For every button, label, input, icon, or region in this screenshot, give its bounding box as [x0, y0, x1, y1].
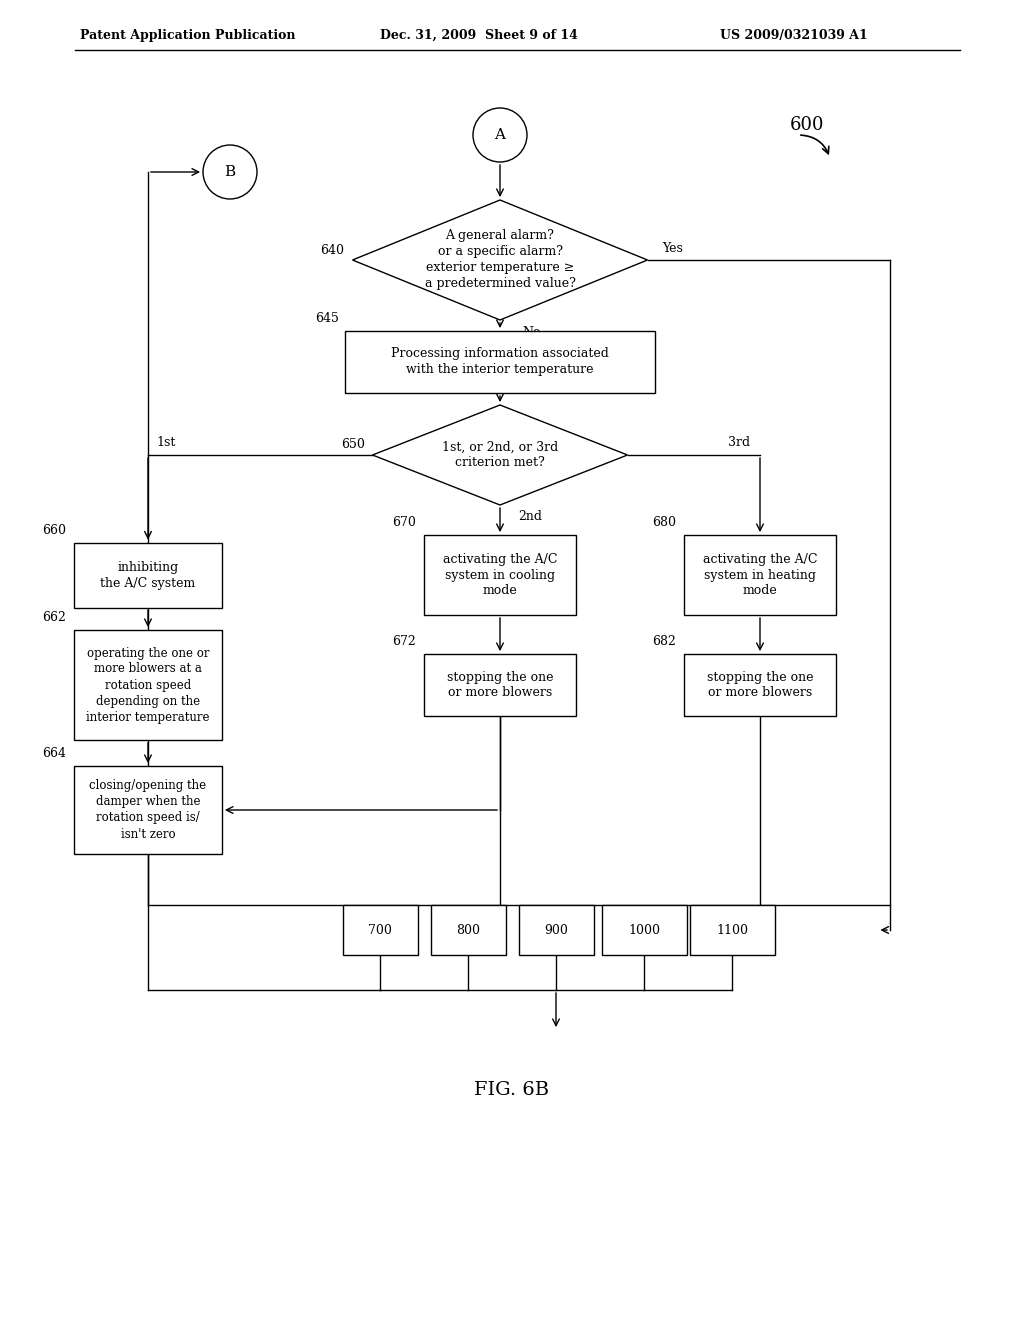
Bar — [74, 630, 222, 741]
Circle shape — [203, 145, 257, 199]
Text: 650: 650 — [341, 438, 365, 451]
Text: 672: 672 — [392, 635, 416, 648]
Bar — [430, 906, 506, 954]
Bar — [424, 653, 575, 715]
Text: Dec. 31, 2009  Sheet 9 of 14: Dec. 31, 2009 Sheet 9 of 14 — [380, 29, 578, 41]
Text: Processing information associated
with the interior temperature: Processing information associated with t… — [391, 347, 609, 376]
Text: operating the one or
more blowers at a
rotation speed
depending on the
interior : operating the one or more blowers at a r… — [86, 647, 210, 723]
Text: 1st, or 2nd, or 3rd
criterion met?: 1st, or 2nd, or 3rd criterion met? — [442, 441, 558, 470]
Text: US 2009/0321039 A1: US 2009/0321039 A1 — [720, 29, 867, 41]
Text: 3rd: 3rd — [728, 437, 750, 450]
Text: 640: 640 — [321, 243, 344, 256]
Text: FIG. 6B: FIG. 6B — [474, 1081, 550, 1100]
Bar — [74, 543, 222, 607]
Polygon shape — [373, 405, 628, 506]
Text: B: B — [224, 165, 236, 180]
Text: 800: 800 — [456, 924, 480, 936]
Bar — [684, 653, 836, 715]
Bar — [689, 906, 774, 954]
Polygon shape — [352, 201, 647, 319]
Text: 2nd: 2nd — [518, 511, 542, 524]
Text: stopping the one
or more blowers: stopping the one or more blowers — [707, 671, 813, 700]
Bar — [601, 906, 686, 954]
Text: 600: 600 — [790, 116, 824, 135]
Text: 645: 645 — [315, 312, 339, 325]
Text: 682: 682 — [652, 635, 676, 648]
Text: Patent Application Publication: Patent Application Publication — [80, 29, 296, 41]
Text: 1100: 1100 — [716, 924, 748, 936]
Text: 680: 680 — [652, 516, 676, 529]
Bar — [518, 906, 594, 954]
Text: closing/opening the
damper when the
rotation speed is/
isn't zero: closing/opening the damper when the rota… — [89, 780, 207, 841]
Bar — [74, 766, 222, 854]
Text: activating the A/C
system in heating
mode: activating the A/C system in heating mod… — [702, 553, 817, 598]
Text: 700: 700 — [368, 924, 392, 936]
Bar — [684, 535, 836, 615]
Text: inhibiting
the A/C system: inhibiting the A/C system — [100, 561, 196, 590]
Text: stopping the one
or more blowers: stopping the one or more blowers — [446, 671, 553, 700]
Circle shape — [473, 108, 527, 162]
Text: 664: 664 — [42, 747, 66, 760]
Text: 660: 660 — [42, 524, 66, 536]
Text: Yes: Yes — [663, 242, 683, 255]
Text: 900: 900 — [544, 924, 568, 936]
Bar — [342, 906, 418, 954]
Text: 1000: 1000 — [628, 924, 660, 936]
Text: 662: 662 — [42, 611, 66, 624]
Text: 670: 670 — [392, 516, 416, 529]
Text: A: A — [495, 128, 506, 143]
Bar — [424, 535, 575, 615]
Bar — [345, 331, 655, 393]
Text: No: No — [522, 326, 541, 338]
Text: A general alarm?
or a specific alarm?
exterior temperature ≥
a predetermined val: A general alarm? or a specific alarm? ex… — [425, 230, 575, 290]
Text: activating the A/C
system in cooling
mode: activating the A/C system in cooling mod… — [442, 553, 557, 598]
Text: 1st: 1st — [156, 437, 175, 450]
